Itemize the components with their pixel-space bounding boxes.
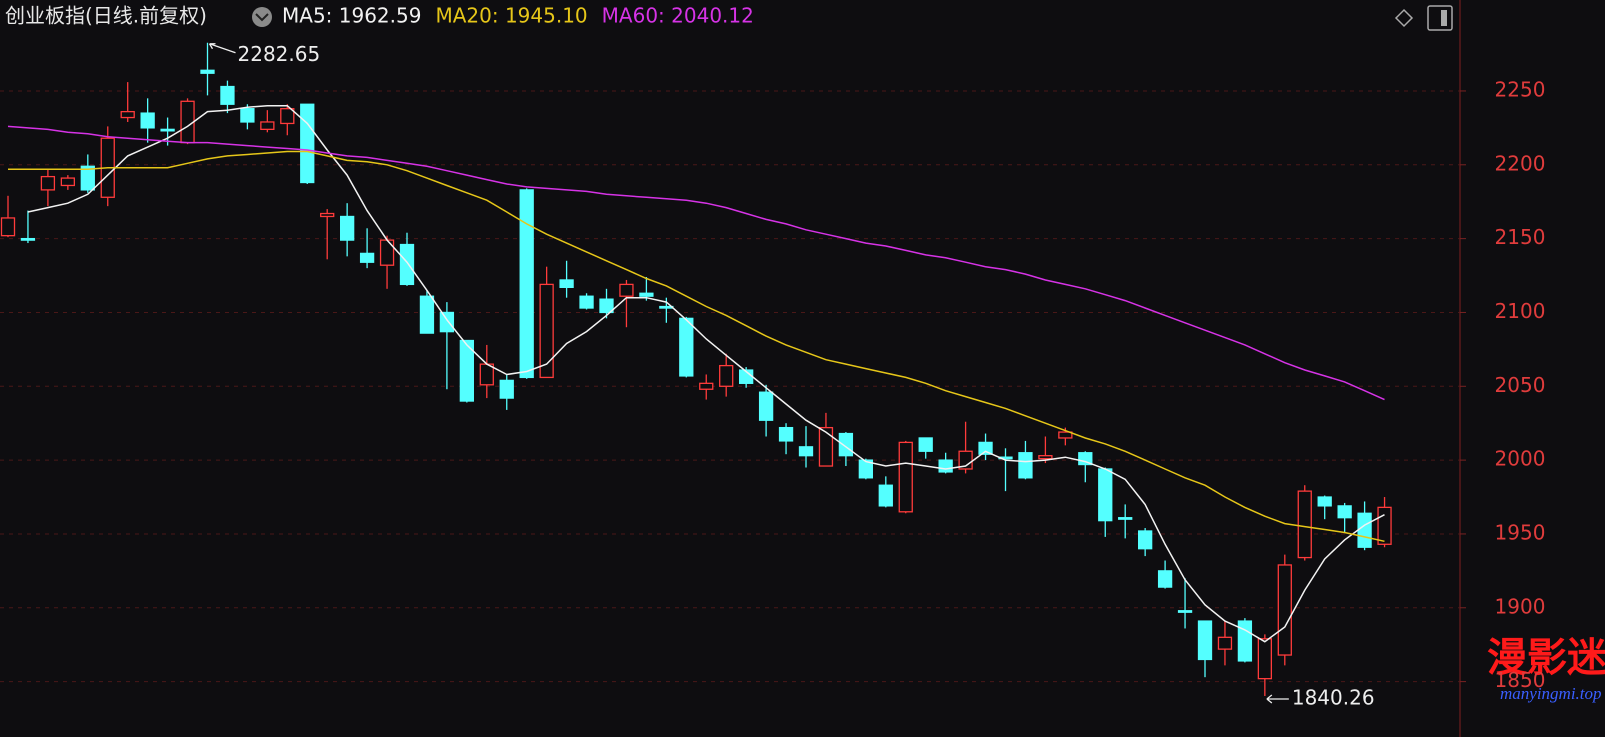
candle-body xyxy=(20,237,36,241)
legend-entry: MA60: 2040.12 xyxy=(602,4,754,28)
y-tick-label: 2200 xyxy=(1495,151,1546,175)
candle-body xyxy=(320,212,335,218)
candle-body xyxy=(260,121,275,131)
candle-body xyxy=(200,69,215,74)
candle-body xyxy=(699,382,714,390)
candle-body xyxy=(499,379,514,399)
candle-body xyxy=(719,364,734,387)
candle-body xyxy=(379,239,395,266)
candle-body xyxy=(439,311,455,333)
candle-body xyxy=(858,459,873,479)
legend-entry: MA5: 1962.59 xyxy=(282,4,421,28)
dropdown-arrow xyxy=(255,13,269,22)
candle-body xyxy=(599,298,614,314)
candle-body xyxy=(1157,570,1173,588)
candle-body xyxy=(758,391,774,421)
y-tick-label: 1850 xyxy=(1495,668,1546,692)
candle-body xyxy=(459,339,475,402)
candle-body xyxy=(938,459,953,473)
candle-body xyxy=(818,426,834,467)
candle-body xyxy=(1257,638,1272,680)
y-tick-label: 2100 xyxy=(1495,299,1546,323)
y-tick-label: 2000 xyxy=(1495,447,1546,471)
candle-body xyxy=(40,175,56,191)
candle-body xyxy=(1297,490,1312,559)
candle-body xyxy=(519,189,534,379)
candle-body xyxy=(778,426,794,442)
candle-body xyxy=(1277,564,1292,656)
watermark-url: manyingmi.top xyxy=(1500,684,1602,703)
ma-line xyxy=(27,104,1385,643)
candle-body xyxy=(160,128,175,132)
candle-body xyxy=(1197,620,1213,661)
panel-icon[interactable] xyxy=(1427,5,1453,31)
candle-body xyxy=(1357,512,1372,548)
candle-body xyxy=(958,450,973,470)
y-tick-label: 2250 xyxy=(1495,77,1546,101)
candle-body xyxy=(639,292,654,297)
candle-body xyxy=(300,103,315,184)
ma-line xyxy=(7,125,1385,401)
candle-body xyxy=(619,283,634,297)
candle-body xyxy=(1317,496,1332,507)
annotation-arrow xyxy=(1266,694,1289,704)
candle-body xyxy=(399,243,415,286)
candle-body xyxy=(878,484,893,507)
candle-body xyxy=(80,165,95,191)
annotation-arrow xyxy=(208,43,236,54)
candle-body xyxy=(978,441,993,455)
diamond-icon[interactable] xyxy=(1394,8,1414,28)
chart-title: 创业板指(日线.前复权) xyxy=(5,4,207,28)
y-tick-label: 1900 xyxy=(1495,594,1546,618)
candle-body xyxy=(1138,530,1153,550)
candle-body xyxy=(280,108,295,125)
dropdown-icon[interactable] xyxy=(252,7,272,27)
candle-body xyxy=(579,295,594,309)
ma-line xyxy=(8,150,1385,543)
annotation-label: 2282.65 xyxy=(238,42,321,66)
candle-body xyxy=(419,295,435,334)
candle-body xyxy=(679,317,694,377)
y-tick-label: 1950 xyxy=(1495,520,1546,544)
candle-body xyxy=(1078,452,1093,466)
candle-body xyxy=(798,446,814,457)
candle-body xyxy=(1018,452,1033,479)
candle-body xyxy=(140,112,155,129)
candle-body xyxy=(1118,517,1133,520)
candle-body xyxy=(559,279,574,289)
y-tick-label: 2050 xyxy=(1495,373,1546,397)
candle-body xyxy=(898,441,913,513)
y-tick-label: 2150 xyxy=(1495,225,1546,249)
candle-body xyxy=(1177,610,1193,613)
candle-body xyxy=(918,437,933,452)
panel-icon-bar xyxy=(1441,10,1447,26)
candle-body xyxy=(1337,505,1352,519)
candle-body xyxy=(1038,455,1053,460)
candle-body xyxy=(220,85,235,105)
candle-body xyxy=(1377,506,1392,545)
candle-body xyxy=(539,283,554,379)
candle-body xyxy=(1237,620,1253,662)
candle-body xyxy=(339,215,355,241)
watermark-title: 漫影迷社区 xyxy=(1487,635,1605,681)
candle-body xyxy=(1058,431,1073,439)
candle-body xyxy=(1098,468,1113,522)
candle-body xyxy=(240,108,255,123)
candle-body xyxy=(120,110,135,119)
candle-body xyxy=(0,217,16,237)
candle-body xyxy=(180,100,195,144)
legend-entry: MA20: 1945.10 xyxy=(435,4,587,28)
annotation-label: 1840.26 xyxy=(1292,685,1375,709)
candle-body xyxy=(359,252,375,263)
candle-body xyxy=(1217,636,1233,650)
candle-body xyxy=(838,432,854,457)
candle-body xyxy=(60,177,75,187)
